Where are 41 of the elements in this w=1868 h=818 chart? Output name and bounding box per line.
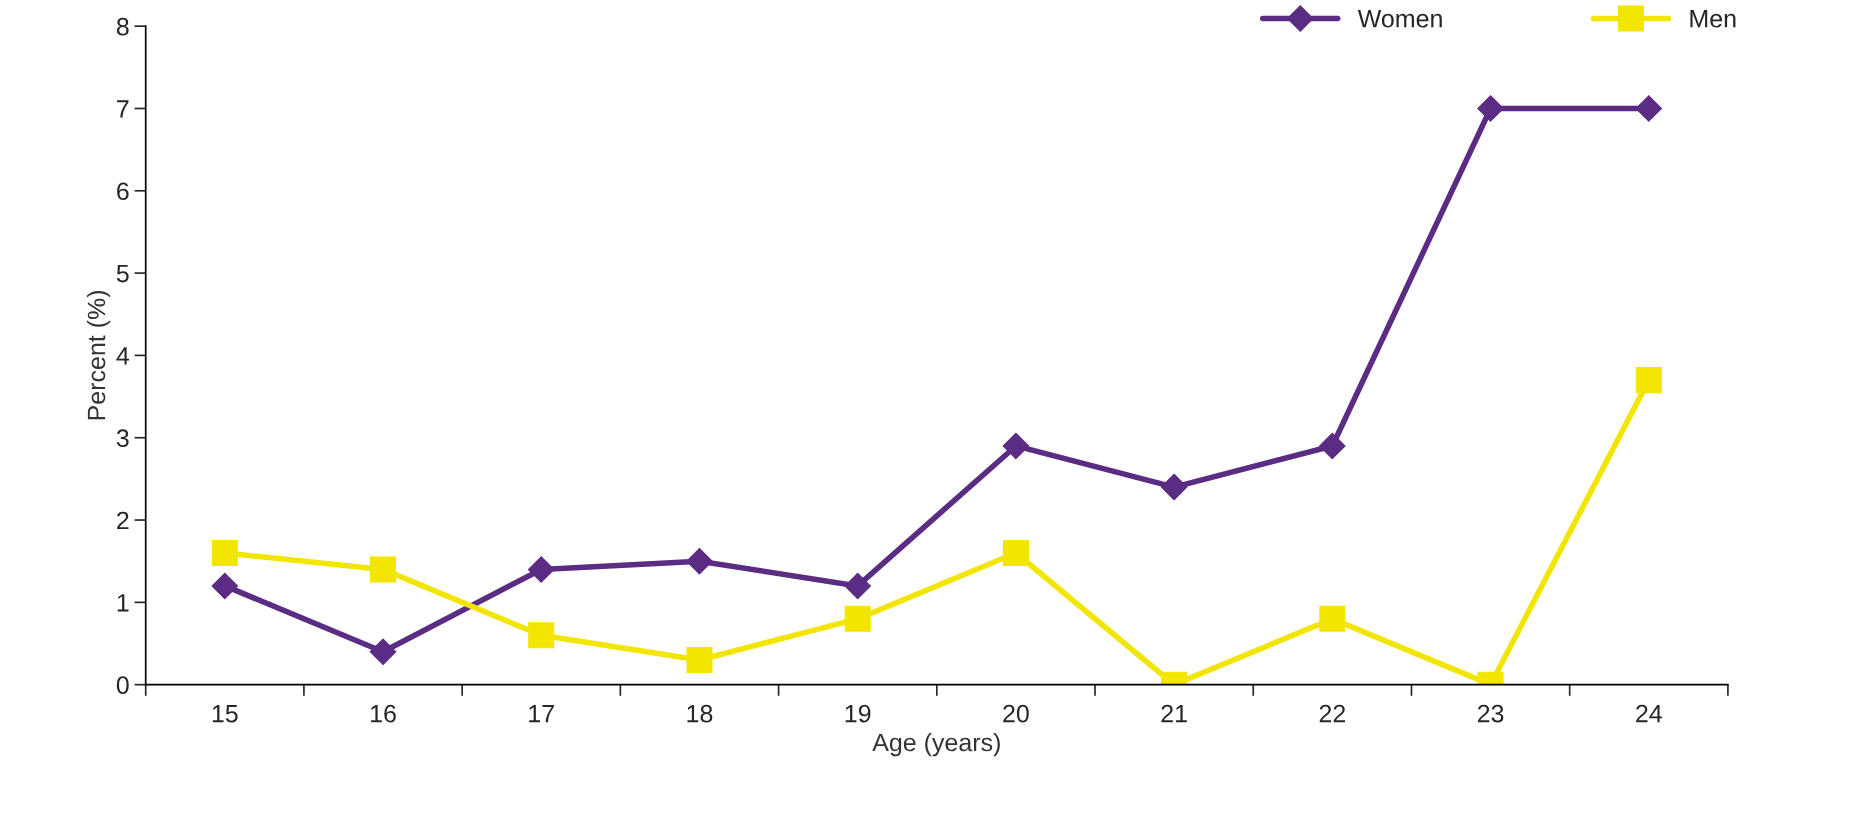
point — [211, 539, 238, 566]
x-tick-label: 22 — [1319, 704, 1345, 723]
x-tick-label: 24 — [1636, 704, 1662, 723]
point — [1319, 605, 1346, 632]
x-tick-label: 15 — [212, 705, 238, 723]
point — [211, 572, 239, 600]
y-axis-title: Percent (%) — [86, 290, 111, 420]
point — [370, 556, 397, 583]
point — [844, 572, 871, 600]
legend-label: Men — [1690, 10, 1736, 28]
point — [1319, 432, 1346, 460]
x-tick-label: 21 — [1161, 704, 1187, 723]
y-tick-label: 3 — [116, 429, 129, 448]
point — [1477, 95, 1504, 122]
x-tick-label: 18 — [687, 704, 713, 723]
point — [686, 547, 713, 575]
y-tick-label: 7 — [117, 100, 129, 118]
y-tick-label: 6 — [117, 182, 129, 201]
y-tick-label: 8 — [116, 17, 129, 36]
y-tick-label: 2 — [117, 511, 129, 530]
point — [528, 622, 555, 649]
point — [369, 638, 397, 666]
y-tick-label: 0 — [116, 676, 129, 694]
y-tick-label: 1 — [117, 594, 129, 612]
y-tick-label: 4 — [116, 347, 129, 365]
point — [686, 646, 713, 673]
x-axis-title: Age (years) — [872, 732, 1000, 757]
point — [1635, 367, 1662, 394]
x-tick-label: 17 — [529, 705, 554, 723]
point — [1002, 432, 1030, 460]
x-tick-label: 16 — [371, 704, 396, 723]
x-tick-label: 20 — [1003, 704, 1029, 723]
point — [844, 605, 871, 632]
x-tick-label: 19 — [845, 704, 871, 723]
point — [1002, 539, 1029, 566]
legend-label: Women — [1357, 10, 1442, 28]
point — [1635, 95, 1663, 122]
point — [1160, 473, 1188, 501]
point — [527, 556, 555, 583]
x-tick-label: 23 — [1477, 704, 1504, 723]
y-tick-label: 5 — [116, 264, 129, 283]
